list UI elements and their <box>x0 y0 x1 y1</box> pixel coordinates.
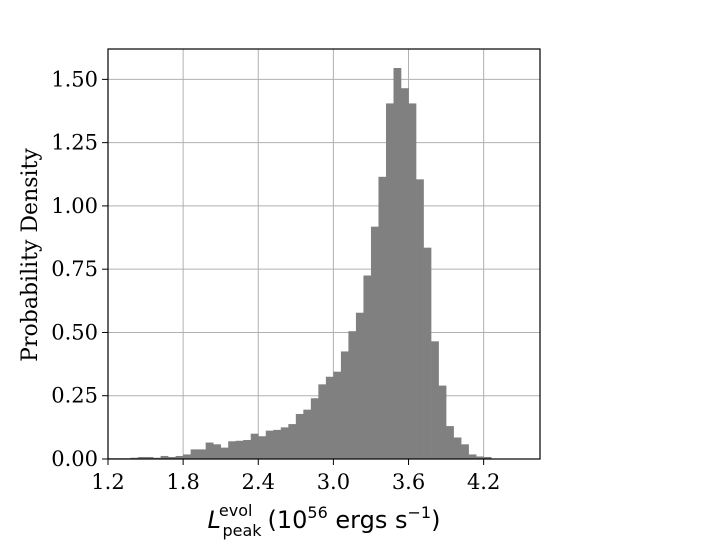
y-tick-label: 0.00 <box>51 447 98 471</box>
histogram-bar <box>160 455 169 459</box>
histogram-bar <box>250 433 259 459</box>
x-tick-label: 3.6 <box>392 470 425 494</box>
y-tick-label: 0.25 <box>51 384 98 408</box>
histogram-bar <box>438 385 447 459</box>
histogram-bar <box>243 440 252 459</box>
histogram-bar <box>348 331 357 459</box>
histogram-bar <box>385 103 394 460</box>
histogram-bar <box>431 341 439 459</box>
histogram-bar <box>145 456 154 459</box>
histogram-bar <box>461 444 469 459</box>
histogram-bar <box>363 275 372 459</box>
histogram-bar <box>401 88 409 459</box>
histogram-bar <box>476 456 484 459</box>
histogram-bar <box>378 176 387 459</box>
histogram-bar <box>190 449 199 459</box>
plot-frame <box>107 48 541 460</box>
histogram-bar <box>333 371 342 459</box>
histogram-bar <box>325 376 334 459</box>
histogram-bar <box>393 67 402 460</box>
x-tick-label: 1.2 <box>91 470 124 494</box>
histogram-bar <box>288 424 297 459</box>
histogram-bar <box>423 247 432 459</box>
y-tick-label: 1.50 <box>51 67 98 91</box>
histogram-bar <box>183 454 191 459</box>
y-tick-label: 0.50 <box>51 320 98 344</box>
histogram-bar <box>213 444 221 459</box>
histogram-bars <box>108 67 499 460</box>
histogram-bar <box>416 179 424 459</box>
histogram-bar <box>228 441 237 459</box>
histogram-bar <box>446 426 454 459</box>
y-tick-label: 1.00 <box>51 194 98 218</box>
y-tick-label: 1.25 <box>51 131 98 155</box>
histogram-bar <box>340 351 349 459</box>
axis-ticks: 1.2 1.8 2.4 3.0 3.6 4.2 0.00 0.25 0.50 0.75 1.00 1.… <box>51 67 500 494</box>
histogram-bar <box>175 455 184 459</box>
histogram-bar <box>153 457 161 459</box>
x-axis-label: Levol peak (1056 ergs s−1) <box>208 501 441 540</box>
histogram-bar <box>258 436 267 459</box>
histogram-bar <box>168 456 176 459</box>
histogram-bar <box>138 456 146 459</box>
y-tick-label: 0.75 <box>51 257 98 281</box>
histogram-bar <box>295 413 304 459</box>
histogram-bar <box>205 442 214 459</box>
histogram-bar <box>355 312 364 459</box>
histogram-bar <box>318 384 327 459</box>
histogram-bar <box>408 103 417 460</box>
histogram-bar <box>453 437 462 459</box>
histogram-bar <box>273 429 282 459</box>
x-tick-label: 4.2 <box>467 470 500 494</box>
histogram-bar <box>468 454 477 459</box>
histogram-bar <box>370 226 379 459</box>
histogram-bar <box>198 449 206 459</box>
x-tick-label: 3.0 <box>317 470 350 494</box>
histogram-bar <box>280 427 289 459</box>
histogram-bar <box>303 409 312 459</box>
x-tick-label: 1.8 <box>166 470 199 494</box>
y-axis-label: Probability Density <box>18 148 43 362</box>
histogram-bar <box>310 398 319 459</box>
histogram-bar <box>130 457 139 459</box>
x-tick-label: 2.4 <box>242 470 275 494</box>
histogram-bar <box>483 456 492 459</box>
histogram-bar <box>220 447 229 459</box>
histogram-bar <box>235 440 244 459</box>
histogram-bar <box>265 430 274 459</box>
